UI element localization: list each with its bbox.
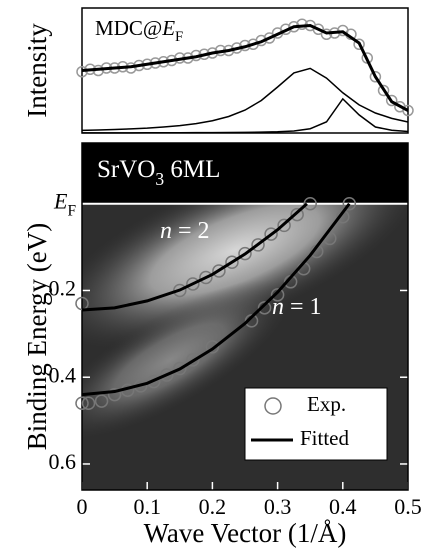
legend-label: Fitted <box>300 426 350 450</box>
y-tick-label: 0.2 <box>49 276 77 301</box>
page: {"chart_data": [ {"type": "line", "ylabe… <box>0 0 426 551</box>
y-tick-label: 0.6 <box>49 449 77 474</box>
x-tick-label: 0.2 <box>199 494 227 519</box>
band-label: n = 1 <box>272 294 322 320</box>
y-tick-label: 0.4 <box>49 362 77 387</box>
x-tick-label: 0.3 <box>264 494 292 519</box>
x-tick-label: 0.5 <box>394 494 422 519</box>
y-tick-label: EF <box>53 189 76 220</box>
figure: IntensityMDC@EF SrVO3 6MLEF0.20.40.600.1… <box>0 0 426 551</box>
legend-label: Exp. <box>307 392 346 416</box>
x-axis-label: Wave Vector (1/Å) <box>144 518 347 548</box>
y-axis-label: Intensity <box>22 23 52 118</box>
x-tick-label: 0 <box>77 494 88 519</box>
y-axis-label: Binding Energy (eV) <box>22 223 52 450</box>
band-label: n = 2 <box>160 218 210 244</box>
x-tick-label: 0.1 <box>133 494 161 519</box>
x-tick-label: 0.4 <box>329 494 357 519</box>
